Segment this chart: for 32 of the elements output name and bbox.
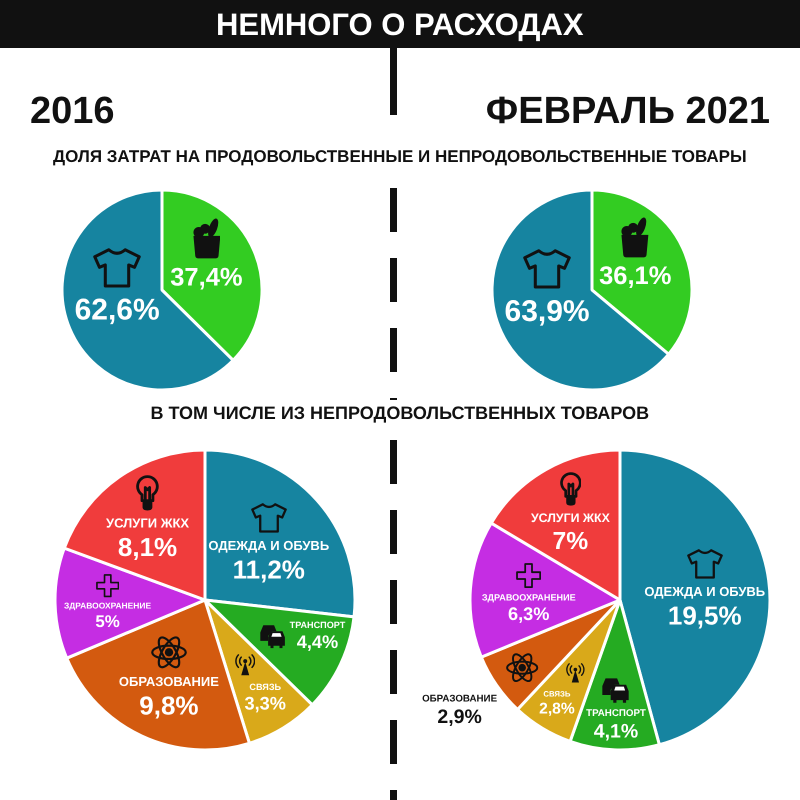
data-label: 3,3%: [244, 694, 286, 714]
text: НЕМНОГО О РАСХОДАХ: [216, 7, 584, 42]
data-label: 19,5%: [668, 600, 742, 630]
data-label: 6,3%: [508, 604, 550, 624]
chart-title: 2016: [30, 90, 115, 132]
data-label: 37,4%: [170, 264, 243, 292]
slice-label: ЗДРАВООХРАНЕНИЕ: [482, 592, 576, 602]
chart-title: ФЕВРАЛЬ 2021: [486, 90, 770, 132]
data-label: 4,1%: [594, 720, 638, 742]
slice-label: ОДЕЖДА И ОБУВЬ: [644, 584, 766, 599]
slice-label: СВЯЗЬ: [249, 682, 282, 692]
data-label: 63,9%: [504, 294, 590, 328]
slice-label: ОДЕЖДА И ОБУВЬ: [208, 538, 330, 554]
data-label: 2,8%: [539, 700, 575, 718]
data-label: 11,2%: [232, 554, 305, 585]
slice-label: ЗДРАВООХРАНЕНИЕ: [64, 600, 152, 611]
data-label: 8,1%: [118, 532, 178, 562]
data-label: 7%: [552, 528, 588, 556]
slice-label: УСЛУГИ ЖКХ: [530, 511, 611, 526]
data-label: 2,9%: [437, 706, 482, 728]
slice-label: ОБРАЗОВАНИЕ: [422, 694, 498, 705]
text: ДОЛЯ ЗАТРАТ НА ПРОДОВОЛЬСТВЕННЫЕ И НЕПРОДОВОЛЬСТВЕННЫЕ ТОВАРЫ: [53, 147, 747, 166]
slice-label: ОБРАЗОВАНИЕ: [118, 674, 220, 689]
data-label: 62,6%: [74, 294, 160, 327]
slice-label: ТРАНСПОРТ: [586, 708, 646, 719]
data-label: 5%: [95, 612, 120, 632]
slice-label: ТРАНСПОРТ: [290, 620, 346, 630]
data-label: 36,1%: [599, 262, 672, 290]
data-label: 9,8%: [139, 690, 199, 720]
data-label: 4,4%: [296, 632, 338, 652]
slice-label: УСЛУГИ ЖКХ: [106, 516, 190, 531]
text: В ТОМ ЧИСЛЕ ИЗ НЕПРОДОВОЛЬСТВЕННЫХ ТОВАРОВ: [150, 403, 650, 423]
